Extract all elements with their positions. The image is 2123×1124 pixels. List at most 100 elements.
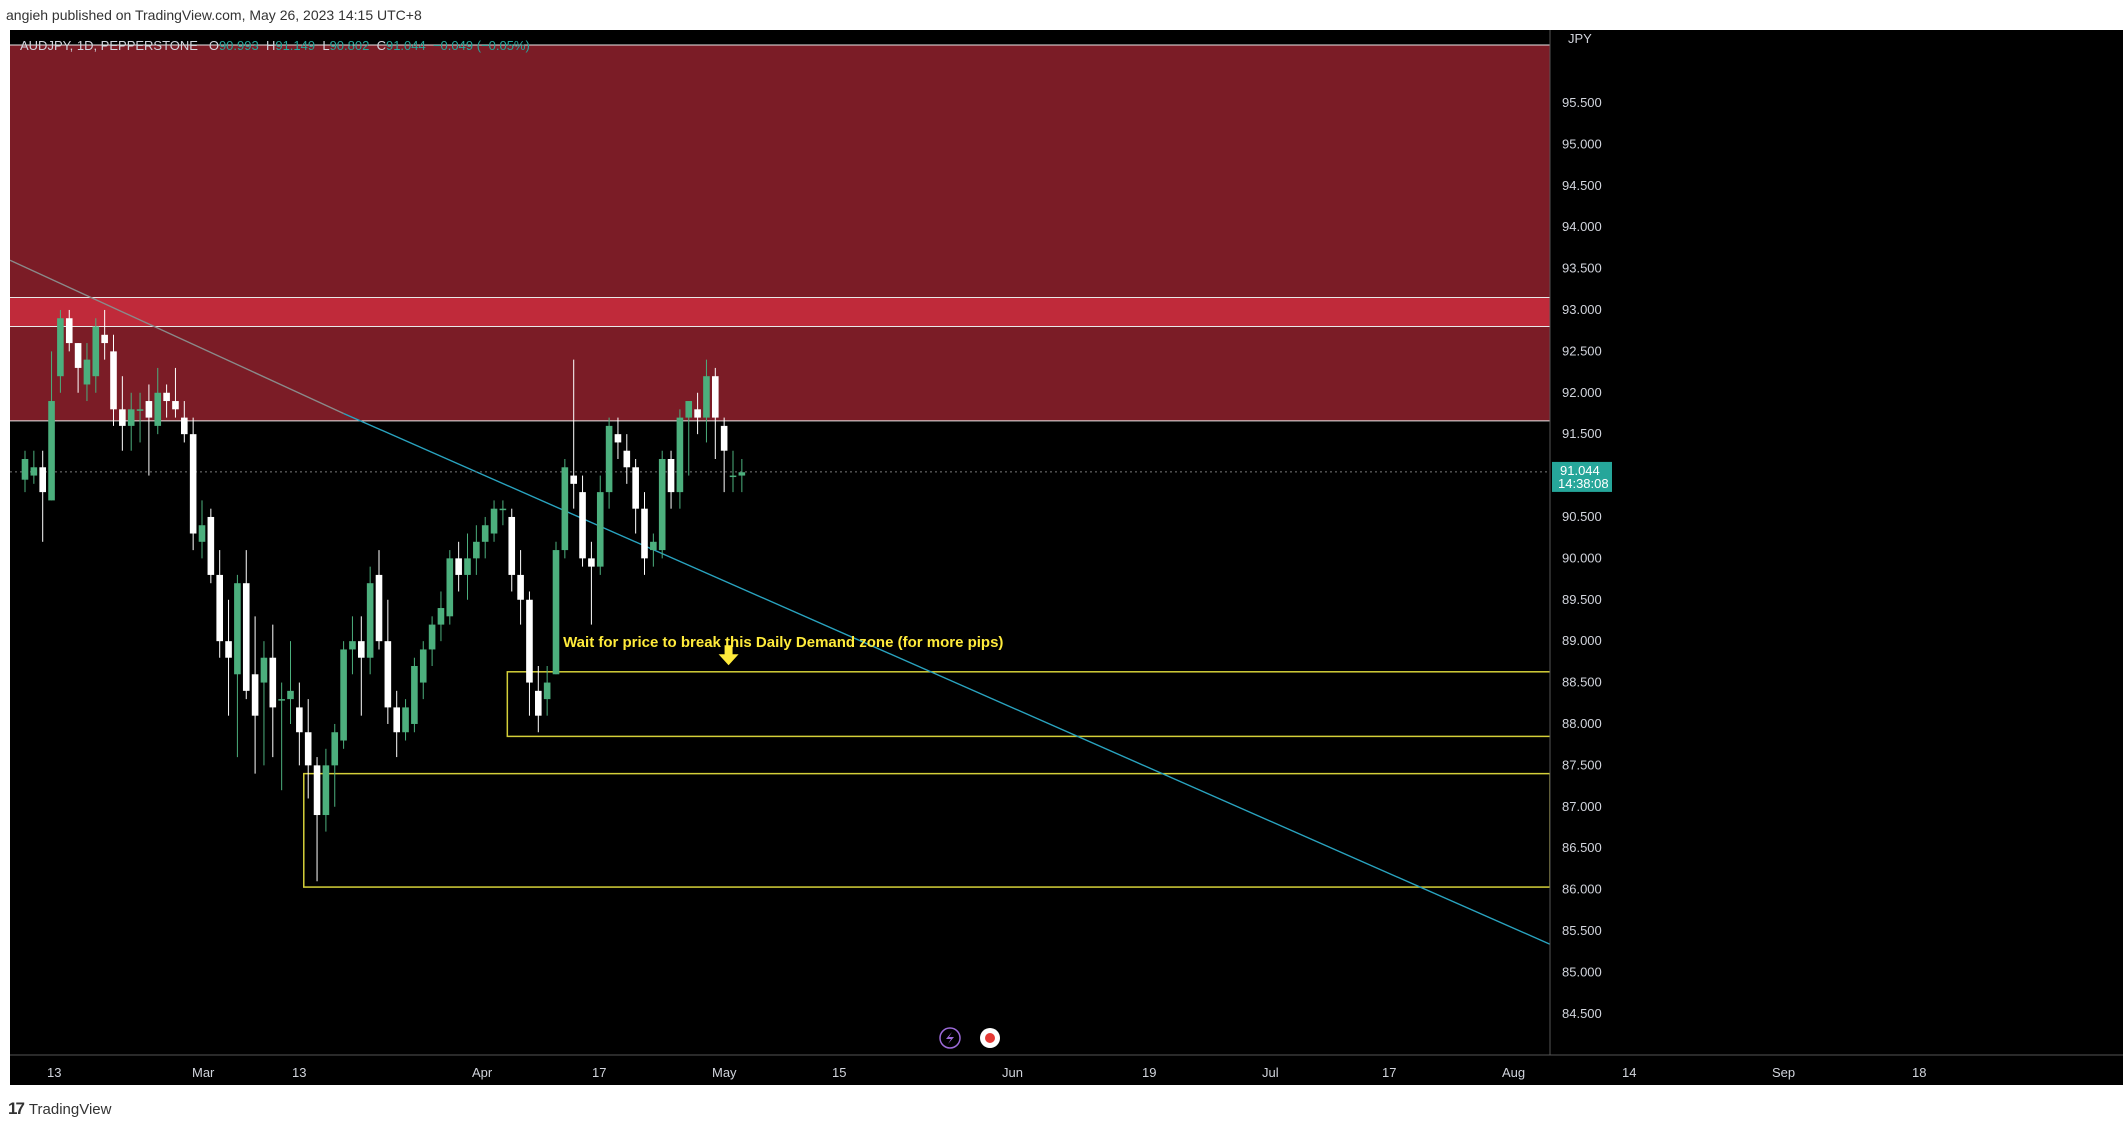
candle-body xyxy=(526,599,533,683)
candle-body xyxy=(119,409,126,426)
legend-bar: AUDJPY, 1D, PEPPERSTONE O90.993 H91.149 … xyxy=(20,38,530,53)
candle-body xyxy=(21,459,29,480)
candle-body xyxy=(712,376,719,418)
candle-body xyxy=(375,574,383,642)
legend-high: 91.149 xyxy=(275,38,316,53)
candle-body xyxy=(216,574,223,642)
candle-body xyxy=(358,641,365,658)
legend-symbol[interactable]: AUDJPY, 1D, PEPPERSTONE xyxy=(20,38,198,53)
y-tick-label: 92.000 xyxy=(1562,385,1602,400)
lightning-glyph xyxy=(946,1032,954,1044)
brand-footer[interactable]: 17 TradingView xyxy=(0,1094,2123,1124)
candle-body xyxy=(614,434,622,443)
candle-body xyxy=(331,732,339,766)
y-tick-label: 85.500 xyxy=(1562,923,1602,938)
candle-body xyxy=(588,558,595,567)
legend-h-label: H xyxy=(265,38,276,53)
candle-body xyxy=(402,707,409,733)
candle-body xyxy=(251,674,259,716)
x-tick-label: May xyxy=(712,1065,737,1080)
axis-currency: JPY xyxy=(1568,31,1592,46)
legend-change: −0.049 (−0.05%) xyxy=(432,38,530,53)
y-tick-label: 90.000 xyxy=(1562,550,1602,565)
candlestick-chart[interactable]: Wait for price to break this Daily Deman… xyxy=(10,30,2123,1085)
lightning-icon xyxy=(939,1027,961,1049)
candle-body xyxy=(39,467,46,493)
x-tick-label: 17 xyxy=(592,1065,606,1080)
candle-body xyxy=(340,649,347,741)
candle-body xyxy=(641,508,648,559)
y-tick-label: 86.000 xyxy=(1562,882,1602,897)
current-price-value: 91.044 xyxy=(1560,463,1600,478)
legend-l-label: L xyxy=(322,38,330,53)
record-dot xyxy=(985,1033,995,1043)
candle-body xyxy=(676,417,684,493)
candle-body xyxy=(74,343,82,368)
candle-body xyxy=(605,425,613,493)
y-tick-label: 93.000 xyxy=(1562,302,1602,317)
chart-area[interactable]: Wait for price to break this Daily Deman… xyxy=(10,30,2123,1085)
y-tick-label: 87.500 xyxy=(1562,757,1602,772)
candle-body xyxy=(729,475,737,478)
candle-body xyxy=(65,318,73,344)
supply-zone xyxy=(10,45,1550,421)
y-tick-label: 89.500 xyxy=(1562,592,1602,607)
candle-body xyxy=(481,525,489,542)
x-tick-label: 15 xyxy=(832,1065,846,1080)
candle-body xyxy=(596,492,604,567)
candle-body xyxy=(172,401,179,410)
candle-body xyxy=(154,392,162,426)
candle-body xyxy=(570,475,577,484)
y-tick-label: 95.000 xyxy=(1562,136,1602,151)
y-tick-label: 88.000 xyxy=(1562,716,1602,731)
legend-c-label: C xyxy=(376,38,386,53)
tradingview-logo-icon: 17 xyxy=(8,1099,25,1118)
trendline xyxy=(343,412,1551,945)
candle-body xyxy=(552,550,560,675)
legend-o-label: O xyxy=(208,38,219,53)
candle-body xyxy=(393,707,400,733)
candle-body xyxy=(694,409,701,418)
candle-body xyxy=(623,450,631,468)
candle-body xyxy=(419,649,427,683)
candle-body xyxy=(535,690,542,716)
candle-body xyxy=(127,409,135,426)
candle-body xyxy=(136,409,144,411)
candle-body xyxy=(322,765,330,816)
candle-body xyxy=(207,516,215,575)
legend-open: 90.993 xyxy=(218,38,259,53)
y-tick-label: 89.000 xyxy=(1562,633,1602,648)
candle-body xyxy=(349,641,356,650)
x-tick-label: 13 xyxy=(292,1065,306,1080)
candle-body xyxy=(411,666,418,724)
candle-body xyxy=(543,682,551,700)
x-tick-label: Sep xyxy=(1772,1065,1795,1080)
candle-body xyxy=(446,558,454,617)
candle-body xyxy=(48,401,55,501)
candle-body xyxy=(181,417,188,435)
candle-body xyxy=(234,583,241,675)
brand-name: TradingView xyxy=(28,1100,112,1118)
y-tick-label: 87.000 xyxy=(1562,799,1602,814)
x-tick-label: 19 xyxy=(1142,1065,1156,1080)
x-tick-label: 17 xyxy=(1382,1065,1396,1080)
y-tick-label: 91.500 xyxy=(1562,426,1602,441)
candle-body xyxy=(287,690,294,700)
candle-body xyxy=(490,508,498,534)
current-price-badge xyxy=(1552,461,1612,492)
x-tick-label: 13 xyxy=(47,1065,61,1080)
x-tick-label: Jul xyxy=(1262,1065,1279,1080)
candle-body xyxy=(508,516,516,575)
y-tick-label: 94.500 xyxy=(1562,178,1602,193)
candle-body xyxy=(313,765,321,816)
y-tick-label: 88.500 xyxy=(1562,675,1602,690)
y-tick-label: 94.000 xyxy=(1562,219,1602,234)
candle-body xyxy=(225,641,232,658)
candle-body xyxy=(579,492,586,559)
y-tick-label: 92.500 xyxy=(1562,343,1602,358)
supply-band xyxy=(10,297,1550,327)
candle-body xyxy=(499,508,507,511)
candle-body xyxy=(464,558,471,575)
candle-body xyxy=(163,392,170,402)
candle-body xyxy=(455,558,462,575)
